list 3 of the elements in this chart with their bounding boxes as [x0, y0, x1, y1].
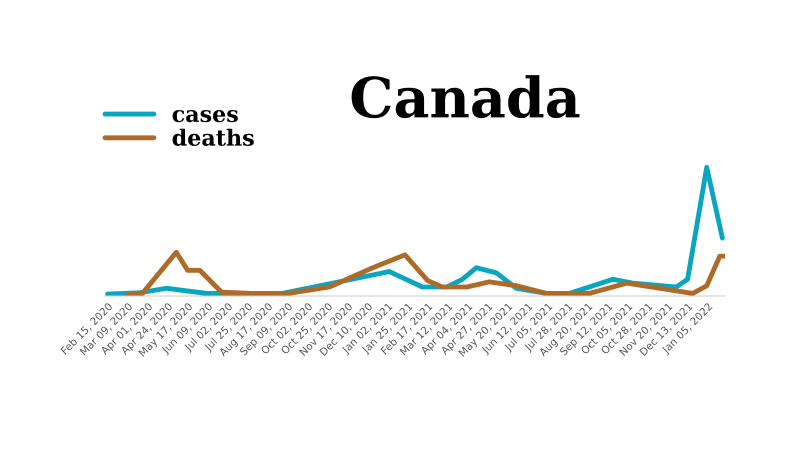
legend-label: cases — [172, 110, 238, 122]
chart-title: Canada — [352, 75, 580, 118]
legend-label: deaths — [172, 128, 254, 146]
